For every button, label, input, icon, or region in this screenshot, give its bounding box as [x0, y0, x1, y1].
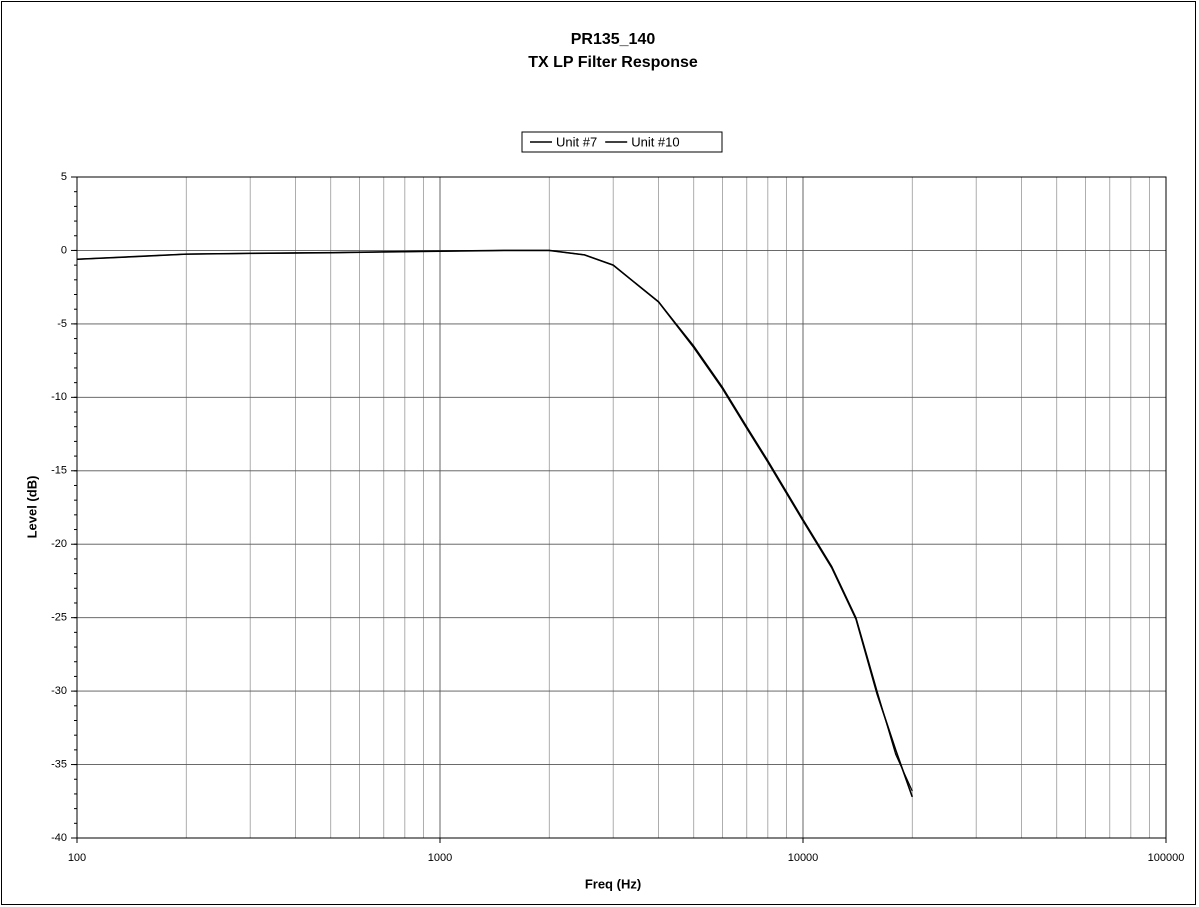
- series-line: [76, 249, 913, 792]
- y-tick-label: -30: [51, 685, 67, 697]
- chart-title: PR135_140: [571, 31, 656, 48]
- y-axis-title: Level (dB): [24, 476, 39, 539]
- y-tick-label: -5: [57, 318, 67, 330]
- legend-label: Unit #10: [631, 134, 679, 149]
- plot-area: [76, 176, 1167, 839]
- x-tick-label: 1000: [428, 852, 452, 864]
- chart-subtitle: TX LP Filter Response: [528, 54, 698, 71]
- x-tick-label: 10000: [788, 852, 819, 864]
- x-axis-title: Freq (Hz): [585, 876, 641, 891]
- x-tick-label: 100: [68, 852, 86, 864]
- y-tick-label: 5: [61, 171, 67, 183]
- y-tick-label: -15: [51, 465, 67, 477]
- y-tick-label: -35: [51, 758, 67, 770]
- series-line: [76, 249, 914, 798]
- legend-label: Unit #7: [556, 134, 597, 149]
- x-tick-label: 100000: [1148, 852, 1185, 864]
- y-tick-label: -25: [51, 612, 67, 624]
- y-tick-label: 0: [61, 244, 67, 256]
- y-tick-label: -40: [51, 832, 67, 844]
- y-tick-label: -10: [51, 391, 67, 403]
- y-tick-label: -20: [51, 538, 67, 550]
